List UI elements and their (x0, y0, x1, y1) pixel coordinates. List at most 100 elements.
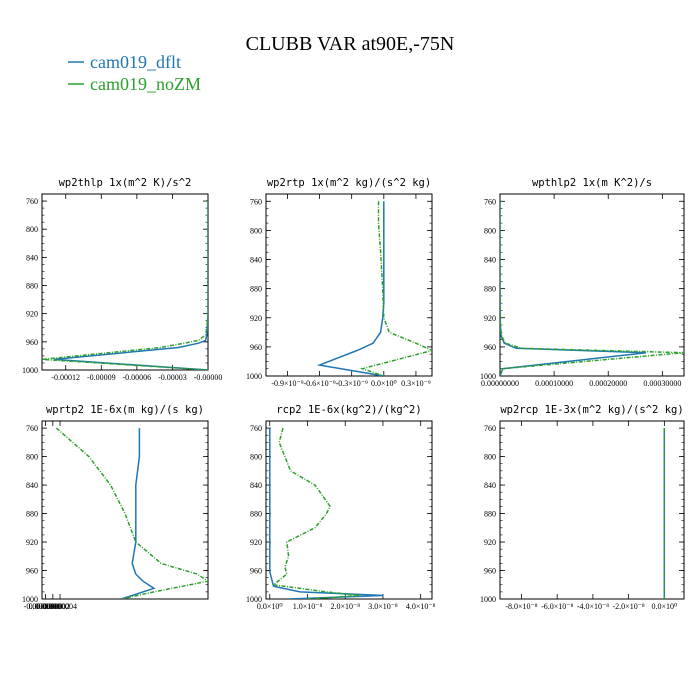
y-tick-label: 920 (250, 538, 262, 547)
x-tick-label: -0.00009 (87, 373, 116, 382)
series-line-nozm (500, 201, 684, 376)
x-tick-label: -0.00012 (51, 373, 80, 382)
plot-frame (499, 420, 685, 600)
x-tick-label: 0.00000000 (481, 379, 519, 388)
plot-frame (265, 420, 433, 600)
y-tick-label: 920 (484, 538, 496, 547)
y-tick-label: 760 (250, 424, 262, 433)
x-tick-label: -0.00006 (123, 373, 152, 382)
x-tick-label: 0.0×10⁰ (371, 379, 397, 388)
x-tick-label: -4.0×10⁻⁸ (577, 602, 609, 611)
series-line-nozm (55, 427, 208, 599)
x-tick-label: 4.0×10⁻⁸ (406, 602, 436, 611)
panel-0: wp2thlp 1x(m^2 K)/s^2 760 800 840 880 920 960 1… (22, 177, 222, 382)
y-tick-label: 960 (250, 343, 262, 352)
x-tick-label: 0.0000004 (43, 602, 77, 611)
x-tick-label: -0.9×10⁻⁹ (271, 379, 303, 388)
y-tick-label: 1000 (480, 372, 496, 381)
panel-2: wpthlp2 1x(m K^2)/s 760 800 840 880 920 960 100… (480, 177, 685, 388)
y-tick-label: 800 (250, 226, 262, 235)
panel-title: wp2rcp 1E-3x(m^2 kg)/(s^2 kg) (500, 404, 683, 416)
series-line-dflt (121, 428, 156, 599)
y-tick-label: 760 (26, 424, 38, 433)
x-tick-label: 0.00020000 (589, 379, 627, 388)
y-tick-label: 880 (26, 510, 38, 519)
x-tick-label: -8.0×10⁻⁸ (505, 602, 537, 611)
y-tick-label: 840 (26, 253, 38, 262)
x-tick-label: -0.00003 (158, 373, 187, 382)
y-tick-label: 1000 (22, 595, 38, 604)
y-tick-label: 880 (26, 282, 38, 291)
y-tick-label: 840 (484, 481, 496, 490)
y-tick-label: 960 (484, 343, 496, 352)
y-tick-label: 960 (484, 567, 496, 576)
y-tick-label: 840 (484, 256, 496, 265)
x-tick-label: -2.0×10⁻⁸ (613, 602, 645, 611)
y-tick-label: 800 (26, 453, 38, 462)
x-tick-label: -0.3×10⁻⁹ (336, 379, 368, 388)
panel-title: wprtp2 1E-6x(m kg)/(s kg) (46, 404, 204, 416)
series-line-dflt (269, 428, 384, 599)
y-tick-label: 880 (484, 510, 496, 519)
plot-frame (265, 193, 433, 377)
y-tick-label: 880 (250, 285, 262, 294)
series-line-nozm (271, 427, 361, 599)
x-tick-label: 0.0×10⁰ (651, 602, 677, 611)
panel-1: wp2rtp 1x(m^2 kg)/(s^2 kg) 760 800 840 880 92… (246, 177, 433, 388)
series-line-nozm (42, 201, 208, 370)
y-tick-label: 960 (26, 567, 38, 576)
y-tick-label: 1000 (480, 595, 496, 604)
x-tick-label: 3.0×10⁻⁸ (368, 602, 398, 611)
y-tick-label: 1000 (22, 366, 38, 375)
y-tick-label: 760 (250, 197, 262, 206)
panel-title: wpthlp2 1x(m K^2)/s (532, 177, 652, 189)
y-tick-label: 1000 (246, 372, 262, 381)
x-tick-label: 0.3×10⁻⁹ (401, 379, 431, 388)
x-tick-label: 0.0000000 (29, 602, 63, 611)
x-tick-label: -0.00000 (194, 373, 223, 382)
legend: cam019_dflt cam019_noZM (68, 52, 201, 94)
y-tick-label: 840 (250, 481, 262, 490)
y-tick-label: 800 (250, 453, 262, 462)
panel-grid: wp2thlp 1x(m^2 K)/s^2 760 800 840 880 920 960 1… (22, 177, 685, 611)
x-tick-label: -0.6×10⁻⁹ (303, 379, 335, 388)
x-tick-label: -0.0000001 (24, 602, 61, 611)
y-tick-label: 760 (26, 197, 38, 206)
figure-title: CLUBB VAR at90E,-75N (246, 33, 455, 55)
y-tick-label: 760 (484, 197, 496, 206)
y-tick-label: 960 (26, 338, 38, 347)
x-tick-label: 2.0×10⁻⁸ (330, 602, 360, 611)
y-tick-label: 760 (484, 424, 496, 433)
x-tick-label: 0.0×10⁰ (257, 602, 283, 611)
panel-title: wp2thlp 1x(m^2 K)/s^2 (59, 177, 192, 189)
y-tick-label: 960 (250, 567, 262, 576)
series-line-dflt (316, 201, 385, 376)
y-tick-label: 920 (26, 538, 38, 547)
y-tick-label: 840 (26, 481, 38, 490)
y-tick-label: 920 (250, 314, 262, 323)
x-tick-label: 0.00010000 (535, 379, 573, 388)
series-line-dflt (53, 201, 208, 370)
panel-title: wp2rtp 1x(m^2 kg)/(s^2 kg) (267, 177, 431, 189)
plot-frame (41, 420, 209, 600)
y-tick-label: 840 (250, 256, 262, 265)
panel-3: wprtp2 1E-6x(m kg)/(s kg) 760 800 840 880 920… (22, 404, 209, 611)
x-tick-label: 1.0×10⁻⁸ (293, 602, 323, 611)
y-tick-label: 880 (250, 510, 262, 519)
legend-label-nozm: cam019_noZM (90, 74, 201, 94)
y-tick-label: 1000 (246, 595, 262, 604)
legend-label-dflt: cam019_dflt (90, 52, 181, 72)
y-tick-label: 800 (484, 453, 496, 462)
y-tick-label: 800 (26, 225, 38, 234)
x-tick-label: 0.00030000 (643, 379, 681, 388)
series-line-nozm (359, 201, 432, 376)
panel-4: rcp2 1E-6x(kg^2)/(kg^2) 760 800 840 880 920 96… (246, 404, 436, 611)
plot-frame (41, 193, 209, 371)
y-tick-label: 920 (26, 310, 38, 319)
panel-title: rcp2 1E-6x(kg^2)/(kg^2) (276, 404, 421, 416)
y-tick-label: 800 (484, 226, 496, 235)
panel-5: wp2rcp 1E-3x(m^2 kg)/(s^2 kg) 760 800 840 88… (480, 404, 685, 611)
y-tick-label: 880 (484, 285, 496, 294)
x-tick-label: -6.0×10⁻⁸ (541, 602, 573, 611)
